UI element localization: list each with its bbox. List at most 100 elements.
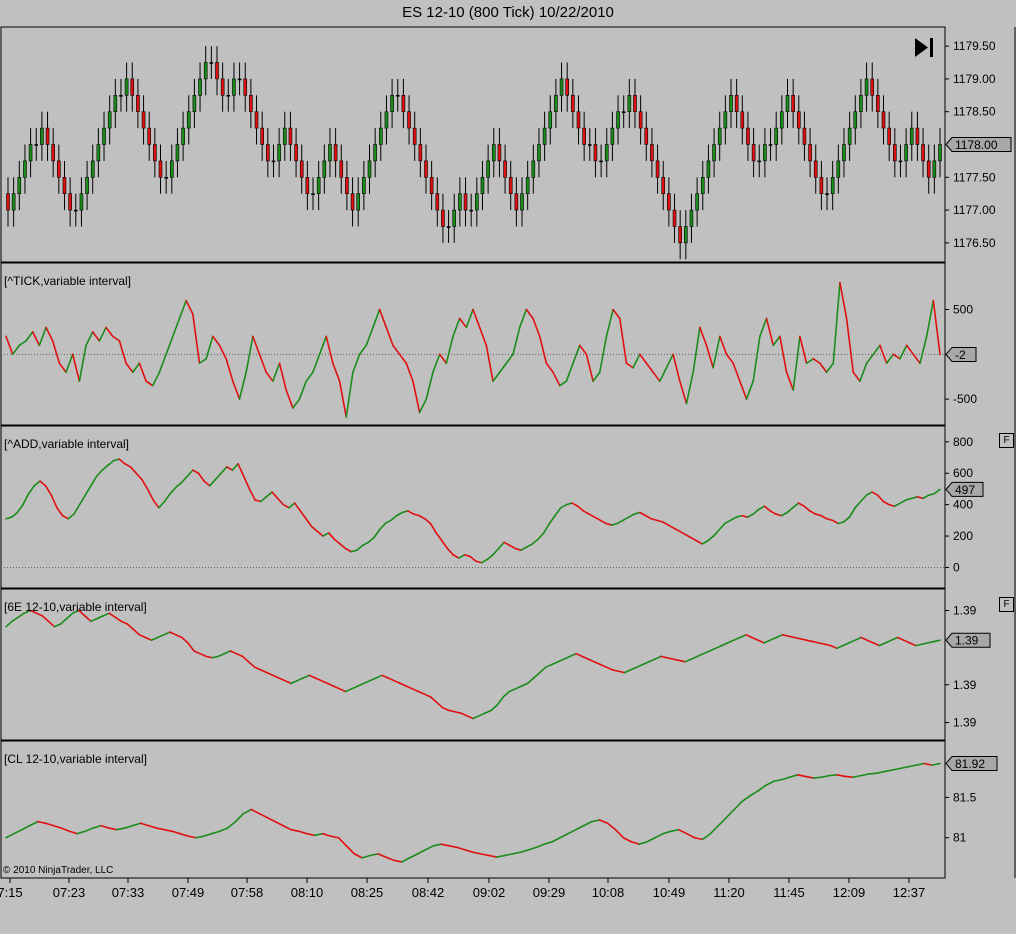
series-segment-6e: [399, 682, 408, 687]
series-segment-6e: [823, 643, 832, 647]
series-segment-cl: [195, 835, 205, 839]
ohlc-body: [887, 127, 891, 145]
series-segment-cl: [693, 836, 704, 841]
ohlc-body: [813, 160, 818, 178]
ohlc-body: [164, 176, 168, 179]
series-segment-tick: [425, 371, 434, 400]
ohlc-body: [938, 144, 942, 162]
ohlc-body: [34, 144, 39, 146]
ohlc-body: [604, 144, 609, 162]
series-segment-add: [33, 480, 41, 487]
series-segment-add: [192, 469, 200, 475]
series-segment-cl: [361, 854, 371, 859]
panel-frame-tick: [0, 262, 946, 426]
series-segment-tick: [298, 380, 308, 400]
series-segment-add: [208, 478, 217, 487]
series-segment-6e: [623, 669, 632, 674]
series-segment-tick: [212, 335, 221, 347]
series-segment-add: [390, 514, 398, 522]
go-to-end-icon[interactable]: [915, 38, 928, 57]
series-segment-6e: [799, 638, 808, 642]
y-tick-label-tick: -500: [953, 392, 977, 406]
series-segment-tick: [799, 335, 808, 365]
series-segment-tick: [445, 335, 454, 365]
series-segment-6e: [726, 639, 735, 644]
series-segment-6e: [702, 650, 711, 655]
series-segment-tick: [505, 353, 514, 365]
series-segment-tick: [165, 335, 174, 356]
series-segment-tick: [565, 362, 574, 382]
series-segment-6e: [581, 655, 590, 660]
ohlc-body: [367, 160, 372, 178]
series-segment-6e: [138, 633, 147, 639]
ohlc-body: [113, 95, 118, 113]
ohlc-body: [780, 111, 784, 129]
series-segment-6e: [259, 669, 268, 674]
series-segment-add: [859, 494, 868, 503]
series-segment-cl: [701, 832, 712, 841]
series-segment-add: [475, 560, 483, 564]
series-segment-cl: [804, 775, 815, 779]
ohlc-body: [203, 62, 208, 80]
series-segment-tick: [819, 362, 828, 374]
series-segment-add: [554, 506, 562, 517]
ohlc-body: [90, 160, 95, 178]
ohlc-body: [339, 160, 344, 178]
series-segment-tick: [178, 299, 187, 320]
series-segment-tick: [839, 281, 848, 320]
series-segment-6e: [29, 609, 38, 615]
ohlc-body: [531, 160, 536, 178]
series-segment-tick: [11, 344, 21, 356]
series-segment-6e: [672, 658, 681, 662]
series-segment-add: [497, 541, 505, 550]
series-segment-add: [50, 494, 58, 509]
series-segment-6e: [247, 660, 256, 669]
series-segment-tick: [585, 353, 594, 382]
series-segment-add: [225, 466, 234, 471]
series-segment-add: [656, 519, 664, 523]
series-segment-cl: [36, 820, 47, 825]
series-segment-add: [780, 511, 788, 517]
ohlc-body: [311, 193, 315, 195]
series-segment-cl: [875, 770, 886, 775]
series-segment-cl: [171, 830, 181, 835]
ohlc-body: [791, 95, 795, 113]
series-segment-add: [214, 472, 222, 481]
ohlc-body: [644, 127, 649, 145]
ohlc-body: [124, 78, 129, 96]
series-segment-cl: [606, 822, 617, 831]
series-segment-cl: [44, 822, 55, 827]
ohlc-body: [921, 144, 925, 162]
series-segment-cl: [337, 836, 348, 847]
series-segment-add: [559, 503, 568, 509]
series-segment-add: [333, 538, 341, 545]
series-segment-tick: [665, 353, 674, 369]
series-segment-cl: [52, 824, 63, 829]
series-segment-cl: [353, 853, 363, 859]
series-segment-tick: [598, 335, 608, 374]
panel-title-add: [^ADD,variable interval]: [4, 437, 130, 451]
series-segment-6e: [284, 679, 292, 685]
series-segment-tick: [812, 357, 821, 365]
series-segment-add: [276, 497, 285, 506]
series-segment-add: [141, 478, 149, 490]
ohlc-body: [260, 127, 264, 145]
series-segment-add: [792, 502, 800, 509]
f-button-add[interactable]: F: [999, 433, 1014, 448]
series-segment-add: [729, 516, 738, 522]
series-segment-add: [814, 513, 822, 517]
series-segment-add: [548, 514, 556, 525]
series-segment-add: [576, 505, 585, 512]
series-segment-6e: [666, 656, 674, 660]
ohlc-body: [40, 127, 44, 145]
series-segment-6e: [77, 609, 86, 617]
series-segment-tick: [58, 362, 67, 374]
series-segment-add: [344, 547, 353, 553]
f-button-6e[interactable]: F: [999, 597, 1014, 612]
series-segment-cl: [543, 840, 553, 845]
series-segment-add: [107, 459, 115, 467]
series-segment-cl: [464, 849, 474, 854]
series-segment-6e: [714, 644, 723, 650]
series-segment-cl: [670, 828, 680, 833]
